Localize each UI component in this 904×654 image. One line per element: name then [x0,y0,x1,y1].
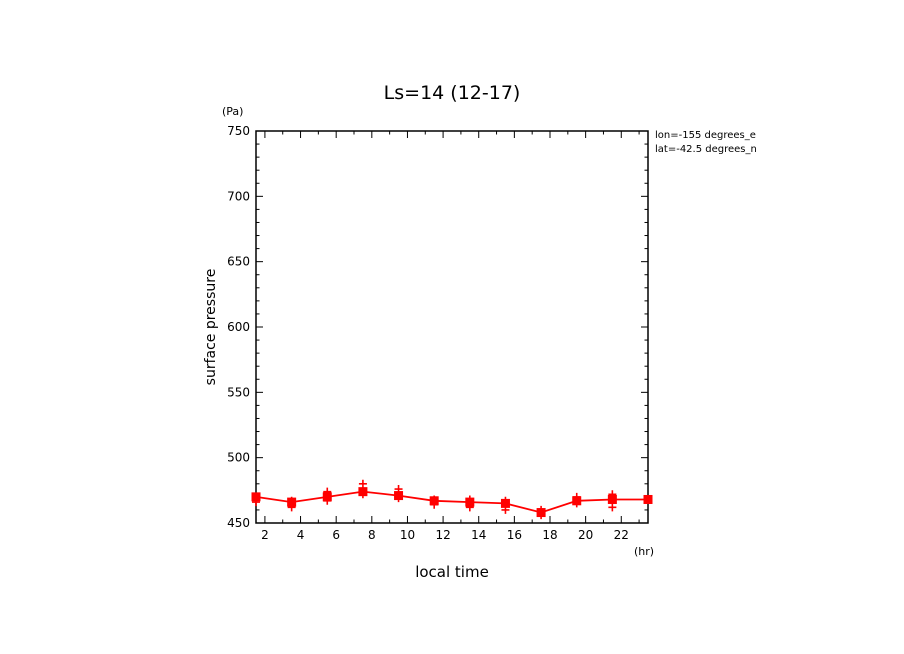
x-tick-label: 12 [435,528,450,542]
x-tick-label: 20 [578,528,593,542]
x-tick-label: 14 [471,528,486,542]
data-point-plus [323,487,332,496]
annotation-longitude: lon=-155 degrees_e [655,130,756,141]
data-point-plus [358,479,367,488]
data-point-square [607,494,617,504]
y-axis-unit: (Pa) [222,105,243,118]
plot-frame [255,130,649,524]
x-tick-label: 2 [261,528,269,542]
y-tick-label: 600 [227,320,250,334]
y-axis-label: surface pressure [203,269,219,386]
x-tick-label: 22 [614,528,629,542]
x-axis-unit: (hr) [634,545,654,558]
data-point-plus [537,511,546,520]
data-point-plus [252,498,260,507]
series-line [255,490,648,514]
data-point-plus [394,485,403,494]
data-point-plus [465,495,474,504]
data-point-plus [572,499,581,508]
data-point-plus [430,500,439,509]
y-tick-label: 500 [227,451,250,465]
y-tick-label: 700 [227,189,250,203]
y-tick-label: 750 [227,124,250,138]
data-point-plus [501,505,510,514]
data-point-plus [358,490,367,499]
annotation-latitude: lat=-42.5 degrees_n [655,144,757,155]
data-point-plus [465,503,474,512]
y-tick-label: 450 [227,516,250,530]
data-point-plus [394,494,403,503]
x-tick-label: 10 [400,528,415,542]
axes: 450 500 550 600 650 700 750 2 4 6 8 10 12 14 16 18 20 22 [227,124,648,542]
x-tick-label: 4 [297,528,305,542]
x-tick-label: 18 [542,528,557,542]
x-tick-label: 16 [507,528,522,542]
chart-title: Ls=14 (12-17) [384,82,521,104]
x-tick-label: 8 [368,528,376,542]
data-point-plus [608,490,617,499]
y-tick-label: 550 [227,385,250,399]
y-tick-label: 650 [227,255,250,269]
data-point-plus [287,503,296,512]
data-point-plus [323,496,332,505]
data-point-square [643,494,653,504]
data-point-plus [608,503,617,512]
data-point-plus [501,496,510,505]
x-axis-label: local time [415,563,489,581]
data-series [251,479,653,520]
x-tick-label: 6 [332,528,340,542]
